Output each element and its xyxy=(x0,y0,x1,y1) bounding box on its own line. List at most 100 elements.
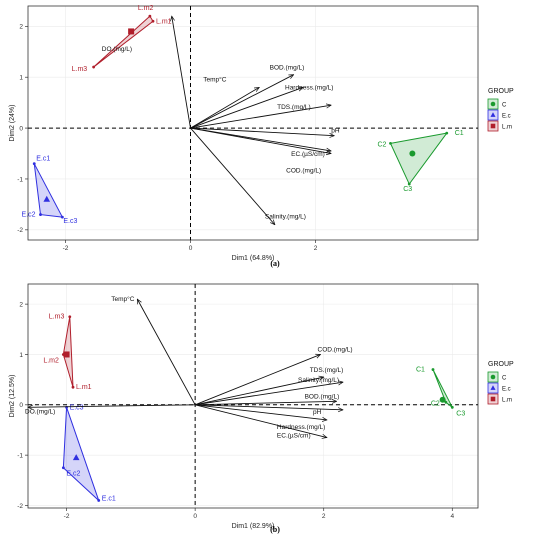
legend-marker xyxy=(490,101,496,107)
group-lm: L.m2L.m1 L.m3 xyxy=(72,5,172,73)
variable-label: Temp°C xyxy=(203,75,226,83)
data-point xyxy=(97,499,101,502)
variable-label: BOD.(mg/L) xyxy=(270,65,305,72)
variable-arrows: Temp°C DO.(mg/L) COD.(mg/L) TDS.(mg/L) Salin… xyxy=(25,295,353,439)
variable-label: Temp°C xyxy=(111,295,134,303)
variable-label: pH xyxy=(313,409,322,416)
point-label: C2 xyxy=(431,400,440,407)
plot-border xyxy=(27,5,479,241)
x-tick-label: 0 xyxy=(193,513,197,520)
x-axis-label: Dim1 (82.9%) xyxy=(232,523,275,530)
variable-arrow xyxy=(190,105,332,129)
point-label: E.c2 xyxy=(22,212,36,219)
point-label: L.m1 xyxy=(76,384,92,391)
variable-label: EC.(µS/cm) xyxy=(291,151,325,158)
point-label: L.m3 xyxy=(72,66,88,73)
y-tick-label: 0 xyxy=(19,125,23,132)
variable-label: pH xyxy=(331,128,340,135)
point-label: C3 xyxy=(456,410,465,417)
y-tick-label: 1 xyxy=(19,75,23,82)
data-point xyxy=(71,385,75,389)
variable-label: Salinity.(mg/L) xyxy=(265,214,306,221)
data-point xyxy=(32,162,36,166)
legend: GROUP C E.c L.m xyxy=(487,361,514,405)
variable-label: EC.(µS/cm) xyxy=(277,433,311,440)
x-tick-label: 4 xyxy=(450,513,454,520)
group-c: C1 C2 C3 xyxy=(416,367,465,418)
variable-arrow xyxy=(172,16,191,129)
legend-label: L.m xyxy=(502,398,512,404)
legend-marker xyxy=(490,123,496,129)
legend-marker xyxy=(490,396,496,402)
point-label: C1 xyxy=(455,130,464,137)
point-label: L.m2 xyxy=(43,357,59,364)
legend-marker xyxy=(490,374,496,380)
variable-arrow xyxy=(190,87,304,129)
x-tick-label: 0 xyxy=(189,245,193,252)
legend-marker xyxy=(490,112,496,117)
variable-label: COD.(mg/L) xyxy=(318,346,353,353)
legend: GROUP C E.c L.m xyxy=(487,88,514,132)
group-hull xyxy=(432,369,453,408)
variable-arrow xyxy=(195,401,336,406)
point-label: E.c3 xyxy=(70,404,84,411)
y-tick-label: -1 xyxy=(17,452,23,459)
y-tick-label: 2 xyxy=(19,24,23,31)
panel-caption: (a) xyxy=(270,259,280,268)
y-tick-label: 0 xyxy=(19,402,23,409)
variable-label: DO.(mg/L) xyxy=(25,408,55,415)
legend-title: GROUP xyxy=(488,88,514,95)
variable-arrow xyxy=(195,377,324,406)
data-point xyxy=(61,466,65,470)
point-label: C1 xyxy=(416,367,425,374)
data-point xyxy=(445,131,449,135)
variable-arrow xyxy=(137,299,196,406)
y-tick-label: -2 xyxy=(17,227,23,234)
y-tick-label: 1 xyxy=(19,352,23,359)
variable-label: DO.(mg/L) xyxy=(102,46,132,53)
point-label: E.c1 xyxy=(36,156,50,163)
data-point xyxy=(407,182,411,186)
group-hull xyxy=(33,163,64,218)
variable-arrow xyxy=(190,127,332,153)
x-axis-label: Dim1 (64.8%) xyxy=(232,255,275,262)
data-point xyxy=(444,400,448,404)
group-ec: E.c3 E.c2 E.c1 xyxy=(61,404,116,502)
x-tick-label: -2 xyxy=(64,513,70,520)
data-point xyxy=(68,315,72,319)
y-tick-label: -2 xyxy=(17,503,23,510)
group-hull xyxy=(93,15,154,68)
point-label: E.c2 xyxy=(66,471,80,478)
point-label: C2 xyxy=(378,141,387,148)
group-centroid xyxy=(43,195,51,202)
y-tick-label: -1 xyxy=(17,176,23,183)
group-centroid xyxy=(128,28,135,35)
data-point xyxy=(450,405,454,409)
legend-label: E.c xyxy=(502,387,511,393)
legend-title: GROUP xyxy=(488,361,514,368)
data-point xyxy=(92,65,96,69)
variable-label: Salinity.(mg/L) xyxy=(298,377,339,384)
variable-label: TDS.(mg/L) xyxy=(310,367,344,374)
variable-arrow xyxy=(190,87,260,129)
variable-arrow xyxy=(190,127,275,225)
variable-arrow xyxy=(190,74,294,129)
group-centroid xyxy=(72,454,80,461)
x-tick-label: 2 xyxy=(322,513,326,520)
biplot-panel-b: -2 0 2 4 -2 -1 0 1 2 Dim1 (82.9%) Dim2 (12.5%) C1 C2… xyxy=(9,283,514,534)
point-label: L.m1 xyxy=(156,18,172,25)
group-lm: L.m3 L.m2 L.m1 xyxy=(43,314,91,391)
data-point xyxy=(60,215,64,219)
data-point xyxy=(39,213,42,216)
y-axis-label: Dim2 (24%) xyxy=(9,105,16,142)
point-label: E.c1 xyxy=(102,495,116,502)
variable-arrow xyxy=(190,127,335,136)
point-label: C3 xyxy=(403,186,412,193)
y-axis-label: Dim2 (12.5%) xyxy=(9,375,16,418)
group-centroid xyxy=(439,396,446,403)
point-label: E.c3 xyxy=(63,218,77,225)
x-tick-label: -2 xyxy=(63,245,69,252)
legend-label: C xyxy=(502,103,507,109)
legend-label: L.m xyxy=(502,125,512,131)
